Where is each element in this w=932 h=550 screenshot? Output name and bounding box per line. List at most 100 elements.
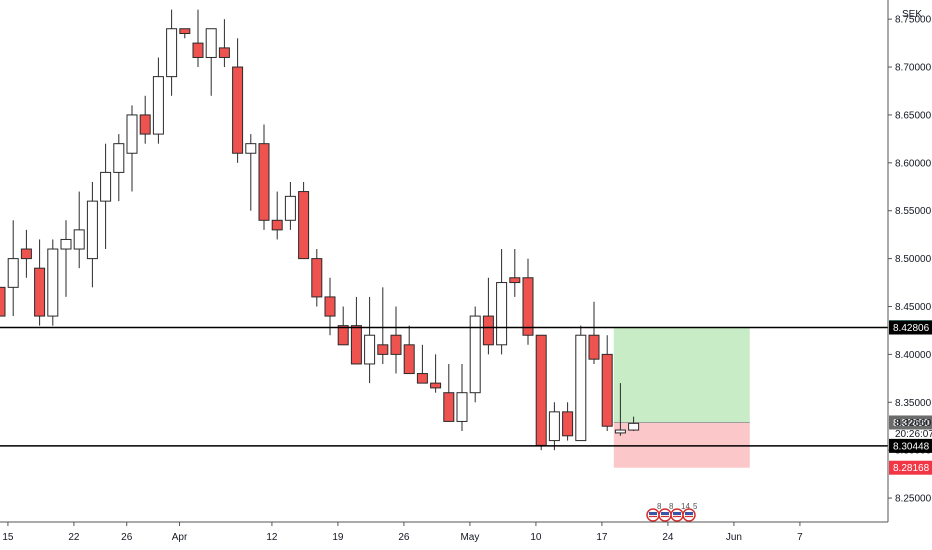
candle-body-up <box>113 143 125 173</box>
x-tick-label: Apr <box>172 532 188 543</box>
candle <box>298 181 310 260</box>
y-tick-label: 8.45000 <box>895 302 932 313</box>
candle-body-down <box>535 334 547 446</box>
y-tick-label: 8.55000 <box>895 206 932 217</box>
candle <box>350 296 362 365</box>
candle-body-up <box>126 114 138 154</box>
candle-body-up <box>628 422 640 431</box>
candle <box>139 95 151 144</box>
candle-body-down <box>443 392 455 422</box>
price-tag-box <box>889 415 932 430</box>
x-tick-label: May <box>460 532 479 543</box>
candle <box>443 363 455 422</box>
candle <box>496 249 508 355</box>
candle-body-up <box>364 334 376 365</box>
candle <box>113 134 125 202</box>
candle-body-down <box>601 353 613 427</box>
candle-body-up <box>284 195 296 221</box>
candle <box>192 9 204 68</box>
price-tag-label: 8.28168 <box>893 463 930 474</box>
y-tick-label: 8.75000 <box>895 15 932 26</box>
candle <box>0 286 6 317</box>
x-tick-label: 7 <box>797 532 803 543</box>
candle-body-down <box>192 42 204 58</box>
candle <box>509 249 521 297</box>
candles-layer <box>0 9 640 451</box>
candle <box>126 105 138 192</box>
y-tick-label: 8.70000 <box>895 63 932 74</box>
price-tag-box <box>889 460 932 475</box>
candle <box>377 287 389 364</box>
candle <box>271 191 283 240</box>
price-tag-label: 8.42806 <box>893 323 930 334</box>
price-tag-box <box>889 320 932 335</box>
candle <box>324 277 336 336</box>
time-axis[interactable]: 15 22 26 Apr 12 19 26 May 10 17 24 Jun 7 <box>2 522 803 543</box>
candle <box>166 9 178 96</box>
flag-canton <box>685 512 693 515</box>
flag-icon[interactable]: 5 <box>682 502 698 522</box>
countdown-label: 20:26:07 <box>895 429 932 440</box>
x-tick-label: 22 <box>68 532 80 543</box>
candle-body-down <box>271 219 283 231</box>
candle-body-up <box>245 143 257 154</box>
candle <box>535 334 547 451</box>
candle-body-up <box>60 238 72 250</box>
candle-body-up <box>496 282 508 346</box>
candle <box>311 249 323 307</box>
candle-body-up <box>73 229 85 250</box>
candle <box>482 277 494 355</box>
candle-body-down <box>324 296 336 317</box>
flag-icon[interactable]: 8 <box>658 502 674 522</box>
candle-body-down <box>430 382 442 389</box>
price-tag: 8.42806 <box>889 320 932 335</box>
position-zones <box>613 327 750 468</box>
price-tag-label: 8.32890 <box>893 418 930 429</box>
candle-body-up <box>548 411 560 442</box>
candle <box>60 220 72 297</box>
candle <box>469 306 481 403</box>
candle <box>403 325 415 375</box>
flag-canton <box>661 512 669 515</box>
candle <box>179 28 191 39</box>
x-tick-label: 24 <box>662 532 674 543</box>
candle <box>258 124 270 230</box>
candle-body-up <box>575 334 587 442</box>
event-marker-count: 8 <box>657 502 662 511</box>
candle <box>390 306 402 374</box>
x-tick-label: 10 <box>530 532 542 543</box>
candle-body-down <box>258 143 270 221</box>
candle-body-up <box>7 258 19 288</box>
candle <box>245 134 257 211</box>
y-tick-label: 8.40000 <box>895 350 932 361</box>
candle <box>7 220 19 317</box>
candle-body-down <box>350 325 362 365</box>
candle-body-down <box>562 411 574 437</box>
candle-body-up <box>456 392 468 422</box>
x-tick-label: Jun <box>726 532 742 543</box>
x-tick-label: 15 <box>2 532 14 543</box>
flag-canton <box>673 512 681 515</box>
candle-body-up <box>205 28 217 58</box>
price-tag: 8.32890 <box>889 415 932 430</box>
candle <box>628 416 640 432</box>
candle-body-down <box>0 286 6 317</box>
target-zone[interactable] <box>613 327 750 423</box>
candle <box>456 363 468 432</box>
candle-body-down <box>298 191 310 260</box>
event-marker-count: 8 <box>669 502 674 511</box>
flag-canton <box>649 512 657 515</box>
candle <box>588 301 600 364</box>
event-markers-layer: 8 8 14 5 <box>646 502 698 522</box>
candle <box>575 325 587 442</box>
candle <box>337 306 349 346</box>
candle <box>562 402 574 441</box>
candle <box>152 57 164 144</box>
candle <box>47 239 59 326</box>
candle-body-up <box>469 315 481 394</box>
price-tag-box <box>889 438 932 453</box>
price-tag: 8.30448 <box>889 438 932 453</box>
y-tick-label: 8.35000 <box>895 398 932 409</box>
